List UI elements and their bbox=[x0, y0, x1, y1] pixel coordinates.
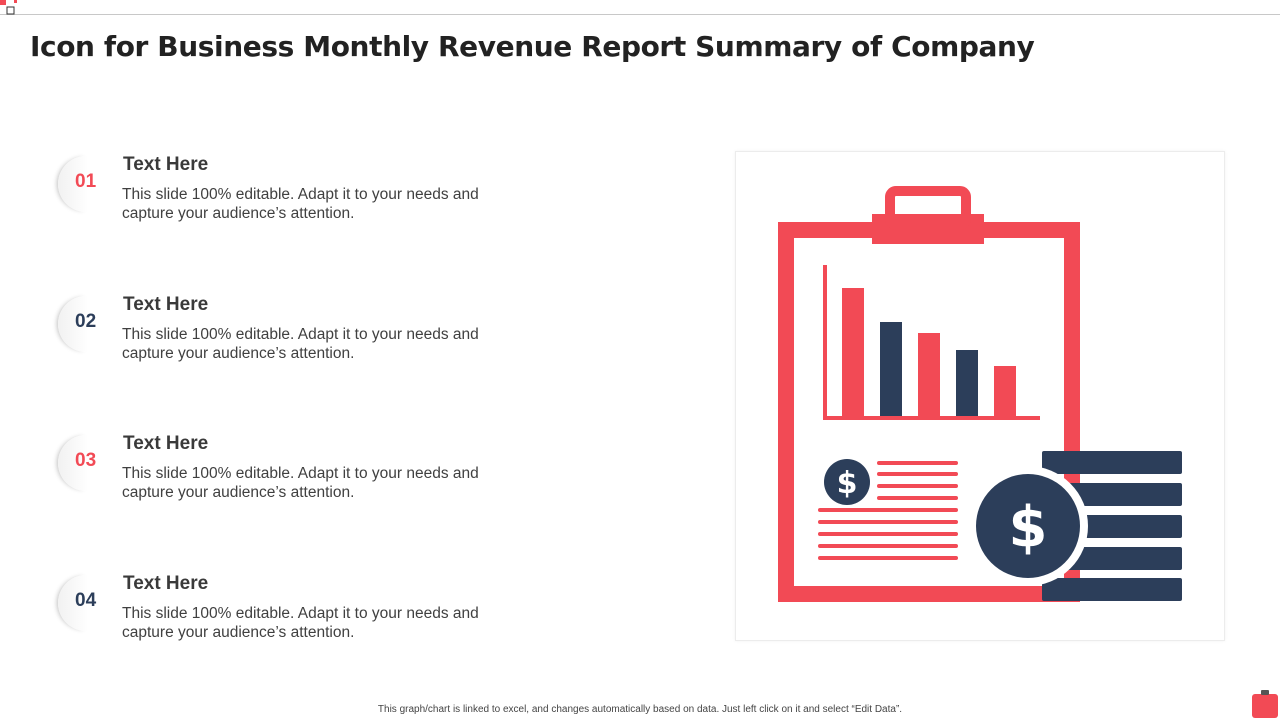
list-item: 03 Text Here This slide 100% editable. A… bbox=[58, 433, 518, 523]
item-number-badge: 03 bbox=[58, 435, 96, 491]
list-item: 02 Text Here This slide 100% editable. A… bbox=[58, 294, 518, 384]
bar-chart-icon bbox=[823, 265, 1040, 420]
item-description: This slide 100% editable. Adapt it to yo… bbox=[122, 465, 479, 501]
item-number: 04 bbox=[75, 590, 97, 611]
top-divider-line bbox=[0, 14, 1280, 15]
item-number-badge: 02 bbox=[58, 296, 96, 352]
svg-text:$: $ bbox=[837, 466, 858, 501]
item-number: 02 bbox=[75, 311, 97, 332]
corner-badge-icon bbox=[1252, 690, 1278, 718]
clipboard-icon bbox=[778, 186, 1080, 602]
item-description: This slide 100% editable. Adapt it to yo… bbox=[122, 605, 479, 641]
item-heading: Text Here bbox=[123, 433, 209, 454]
item-heading: Text Here bbox=[123, 154, 209, 175]
footer-note: This graph/chart is linked to excel, and… bbox=[377, 704, 903, 715]
list-item: 01 Text Here This slide 100% editable. A… bbox=[58, 154, 518, 244]
page-title: Icon for Business Monthly Revenue Report… bbox=[30, 30, 1035, 63]
item-number: 03 bbox=[75, 450, 97, 471]
svg-text:$: $ bbox=[1009, 495, 1048, 560]
list-item: 04 Text Here This slide 100% editable. A… bbox=[58, 573, 518, 663]
item-heading: Text Here bbox=[123, 573, 209, 594]
corner-selection-marks-icon bbox=[0, 0, 17, 15]
report-lines bbox=[818, 461, 958, 560]
item-description: This slide 100% editable. Adapt it to yo… bbox=[122, 186, 479, 222]
item-heading: Text Here bbox=[123, 294, 209, 315]
dollar-circle-icon: $ bbox=[824, 459, 870, 505]
dollar-coin-icon: $ bbox=[968, 466, 1088, 586]
item-number-badge: 01 bbox=[58, 156, 96, 212]
item-description: This slide 100% editable. Adapt it to yo… bbox=[122, 326, 479, 362]
item-number: 01 bbox=[75, 171, 97, 192]
icon-card: $ $ bbox=[735, 151, 1225, 641]
item-number-badge: 04 bbox=[58, 575, 96, 631]
clipboard-revenue-report-icon: $ $ bbox=[778, 186, 1182, 602]
